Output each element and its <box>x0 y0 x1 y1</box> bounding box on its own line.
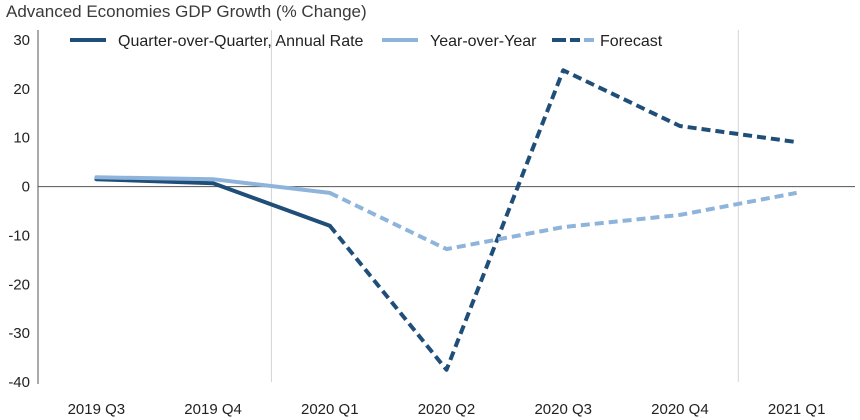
series-line <box>328 190 797 252</box>
y-tick-label: 30 <box>13 32 30 49</box>
y-tick-label: -40 <box>8 374 30 391</box>
y-tick-label: 0 <box>22 179 30 196</box>
y-tick-label: -10 <box>8 227 30 244</box>
x-tick-label: 2020 Q2 <box>418 401 476 418</box>
series-line <box>94 177 332 228</box>
y-tick-label: 20 <box>13 81 30 98</box>
legend-label: Year-over-Year <box>430 33 537 50</box>
y-tick-label: 10 <box>13 130 30 147</box>
legend-label: Forecast <box>600 33 663 50</box>
series-line <box>94 175 332 195</box>
legend-label: Quarter-over-Quarter, Annual Rate <box>118 33 364 50</box>
x-tick-label: 2019 Q3 <box>68 401 126 418</box>
series-line <box>328 68 797 372</box>
x-tick-label: 2020 Q1 <box>301 401 359 418</box>
x-tick-label: 2021 Q1 <box>768 401 826 418</box>
x-tick-label: 2020 Q4 <box>651 401 709 418</box>
chart-title: Advanced Economies GDP Growth (% Change) <box>6 2 367 21</box>
y-tick-label: -30 <box>8 325 30 342</box>
x-tick-label: 2019 Q4 <box>184 401 242 418</box>
x-tick-label: 2020 Q3 <box>534 401 592 418</box>
y-tick-label: -20 <box>8 276 30 293</box>
